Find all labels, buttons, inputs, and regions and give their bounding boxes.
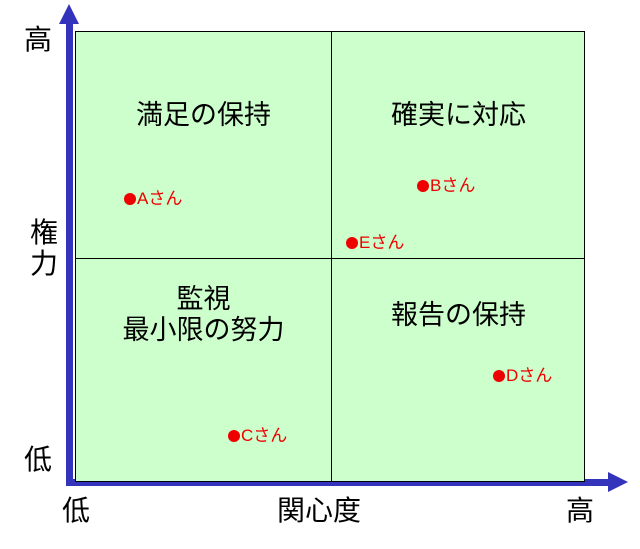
y-axis-line: [66, 22, 73, 486]
quadrant-label-top-right: 確実に対応: [391, 100, 526, 130]
quadrant-label-top-left: 満足の保持: [136, 100, 271, 130]
quadrant-divider-horizontal: [76, 258, 584, 259]
data-point-label-c: Cさん: [241, 426, 288, 445]
marker-dot-icon: [346, 236, 358, 249]
marker-dot-icon: [417, 179, 429, 192]
x-axis-title: 関心度: [277, 495, 362, 526]
data-point-label-b: Bさん: [430, 176, 476, 195]
quadrant-divider-vertical: [331, 32, 332, 481]
marker-dot-icon: [493, 369, 505, 382]
data-point-c[interactable]: Cさん: [228, 427, 287, 444]
quadrant-label-bottom-left: 監視 最小限の努力: [122, 284, 285, 346]
quadrant-label-bottom-right: 報告の保持: [391, 300, 526, 330]
y-axis-tick-high: 高: [24, 24, 53, 55]
data-point-a[interactable]: Aさん: [124, 190, 182, 207]
x-axis-arrowhead-icon: [608, 472, 628, 492]
y-axis-arrowhead-icon: [59, 4, 79, 24]
data-point-e[interactable]: Eさん: [346, 234, 404, 251]
marker-dot-icon: [124, 192, 136, 205]
y-axis-tick-low: 低: [24, 444, 53, 475]
data-point-b[interactable]: Bさん: [417, 177, 475, 194]
x-axis-tick-low: 低: [62, 495, 91, 526]
x-axis-tick-high: 高: [566, 495, 595, 526]
plot-area: 満足の保持 確実に対応 監視 最小限の努力 報告の保持 Aさん Bさん Eさん …: [75, 31, 585, 482]
y-axis-title-char-1: 権: [29, 217, 58, 248]
data-point-d[interactable]: Dさん: [493, 367, 552, 384]
y-axis-title-char-2: 力: [29, 247, 58, 279]
data-point-label-d: Dさん: [506, 366, 553, 385]
y-axis-title: 権 力: [27, 217, 61, 280]
x-axis-line: [66, 479, 611, 486]
marker-dot-icon: [228, 429, 240, 442]
data-point-label-a: Aさん: [137, 189, 183, 208]
data-point-label-e: Eさん: [359, 233, 405, 252]
